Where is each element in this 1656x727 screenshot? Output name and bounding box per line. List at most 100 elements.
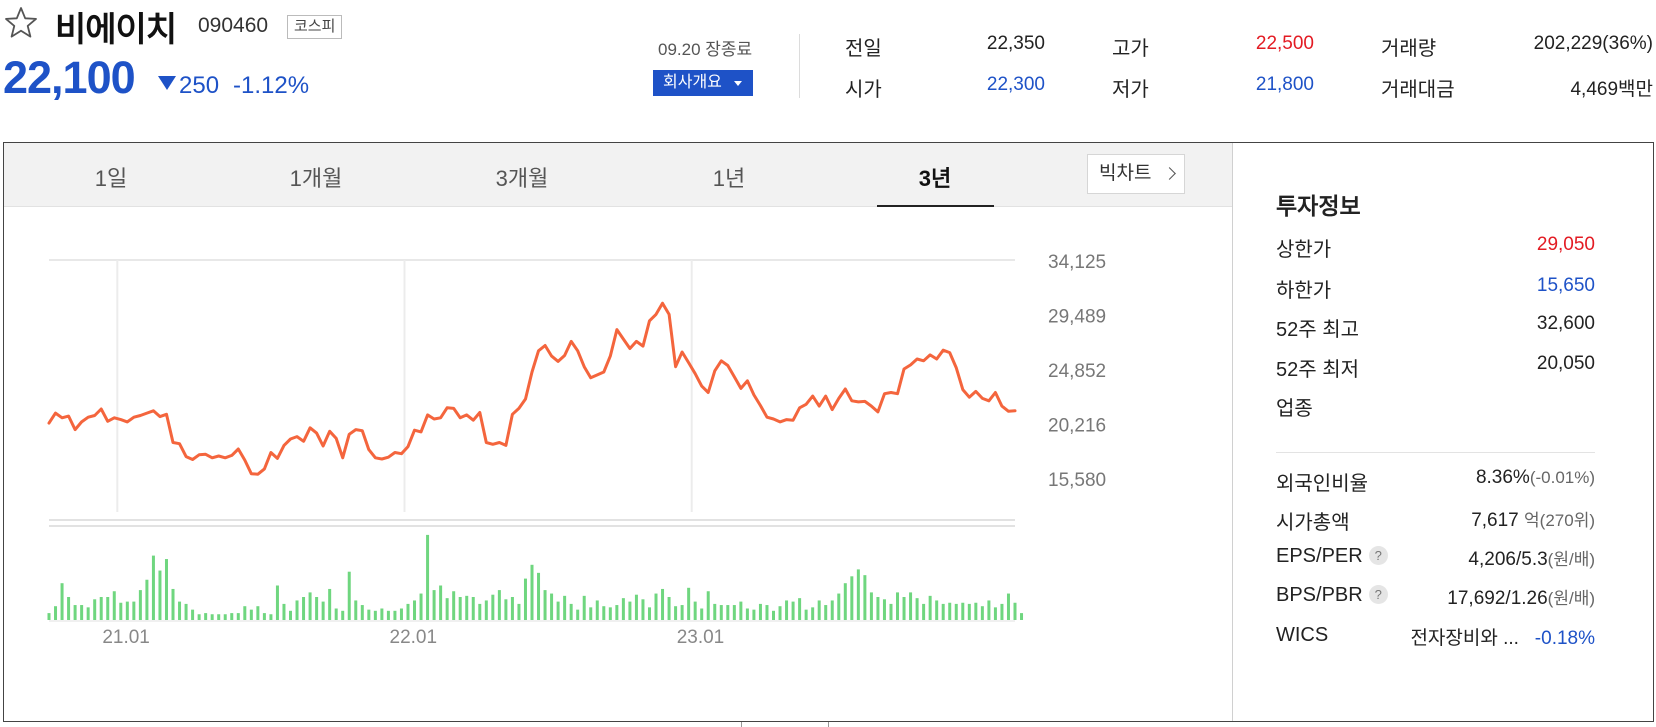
upper-limit-value: 29,050	[1536, 234, 1595, 255]
volume-bar	[543, 590, 547, 620]
volume-bar	[171, 588, 175, 620]
tab-3-year[interactable]: 3년	[918, 166, 952, 191]
volume-bar	[308, 592, 312, 620]
tab-1-month[interactable]: 1개월	[289, 166, 343, 191]
volume-bar	[517, 603, 521, 620]
favorite-star-icon[interactable]	[4, 6, 38, 40]
volume-bar	[758, 603, 762, 620]
volume-bar	[713, 603, 717, 620]
big-chart-button[interactable]: 빅차트	[1087, 154, 1185, 194]
wics-value: 전자장비와 ... -0.18%	[1410, 623, 1595, 650]
x-tick-label: 22.01	[390, 627, 438, 648]
price-chart: 34,125 29,489 24,852 20,216 15,580 21.01 22.01…	[47, 252, 1106, 648]
volume-bar	[191, 609, 195, 620]
volume-bar	[778, 606, 782, 620]
volume-bar	[772, 610, 775, 620]
divider	[799, 34, 800, 98]
volume-bar	[360, 605, 364, 620]
high-label: 고가	[1112, 38, 1149, 60]
volume-bar	[1006, 593, 1010, 620]
wics-sector-link[interactable]: 전자장비와 ...	[1410, 628, 1519, 649]
volume-bar	[132, 601, 136, 620]
big-chart-label: 빅차트	[1099, 163, 1152, 184]
volume-bar	[164, 559, 168, 620]
y-tick-label: 15,580	[1048, 470, 1106, 491]
volume-bar	[341, 610, 345, 620]
price-change-value: 250	[179, 72, 220, 99]
current-price: 22,100	[3, 52, 136, 103]
volume-bar	[354, 600, 358, 620]
volume-bar	[484, 600, 488, 620]
company-overview-button[interactable]: 회사개요	[653, 70, 753, 96]
tab-3-month[interactable]: 3개월	[495, 166, 549, 191]
volume-bar	[178, 601, 182, 620]
wics-label: WICS	[1276, 624, 1329, 646]
volume-bar	[569, 603, 573, 620]
foreign-ratio-value: 8.36%(-0.01%)	[1476, 467, 1595, 489]
volume-bar	[550, 593, 554, 620]
volume-bar	[99, 597, 103, 620]
volume-bar	[510, 597, 514, 620]
invest-info-title: 투자정보	[1276, 193, 1361, 219]
market-cap-value: 7,617 억(270위)	[1471, 506, 1595, 532]
volume-bar	[380, 608, 384, 620]
volume-bar	[530, 564, 534, 620]
low-label: 저가	[1112, 79, 1149, 101]
volume-bar	[478, 603, 482, 620]
stock-name: 비에이치	[55, 11, 177, 49]
divider	[828, 722, 829, 727]
volume-bar	[915, 598, 919, 620]
amount-value: 4,469백만	[1460, 74, 1653, 101]
volume-bar	[961, 602, 965, 620]
tab-1-year[interactable]: 1년	[712, 166, 746, 191]
volume-bar	[732, 605, 736, 620]
lower-limit-label: 하한가	[1276, 280, 1332, 302]
volume-bar	[60, 583, 64, 620]
volume-bar	[184, 603, 188, 620]
volume-bar	[119, 602, 123, 620]
y-tick-label: 34,125	[1048, 252, 1106, 273]
market-cap-number: 7,617	[1471, 510, 1519, 531]
help-icon[interactable]: ?	[1368, 585, 1388, 604]
volume-bar	[621, 598, 625, 620]
volume-bar	[615, 605, 619, 620]
volume-bar	[628, 601, 632, 620]
x-tick-label: 21.01	[102, 627, 150, 648]
caret-down-icon	[734, 81, 742, 86]
volume-bar	[432, 590, 436, 620]
bps-pbr-value: 17,692/1.26(원/배)	[1447, 584, 1595, 610]
volume-bar	[47, 613, 51, 620]
volume-bar	[896, 592, 900, 620]
help-icon[interactable]: ?	[1368, 546, 1388, 565]
bps-pbr-number: 17,692/1.26	[1447, 588, 1548, 609]
week52-low-value: 20,050	[1536, 353, 1595, 374]
volume-bar	[523, 578, 527, 620]
company-overview-label: 회사개요	[663, 74, 722, 91]
volume-bar	[151, 555, 155, 620]
volume-bar	[243, 606, 247, 620]
volume-bar	[889, 603, 893, 620]
volume-bar	[589, 607, 593, 620]
volume-bar	[608, 607, 612, 620]
volume-bar	[419, 593, 423, 620]
volume-bar	[445, 598, 449, 620]
divider	[1276, 452, 1595, 453]
volume-bar	[269, 614, 273, 620]
volume-bar	[328, 588, 332, 620]
amount-number: 4,469	[1570, 79, 1619, 100]
price-line	[47, 301, 1017, 476]
amount-unit: 백만	[1618, 79, 1653, 100]
volume-bar	[785, 600, 789, 620]
volume-bar	[106, 597, 110, 620]
volume-bar	[752, 609, 756, 620]
volume-bar	[948, 602, 952, 620]
lower-limit-value: 15,650	[1536, 275, 1595, 296]
volume-bar	[1020, 613, 1024, 620]
x-tick-label: 23.01	[677, 627, 725, 648]
volume-bar	[824, 605, 828, 620]
volume-bar	[928, 595, 932, 620]
divider	[741, 722, 742, 727]
volume-bar	[850, 576, 854, 620]
tab-1-day[interactable]: 1일	[94, 166, 128, 191]
upper-limit-label: 상한가	[1276, 239, 1332, 261]
